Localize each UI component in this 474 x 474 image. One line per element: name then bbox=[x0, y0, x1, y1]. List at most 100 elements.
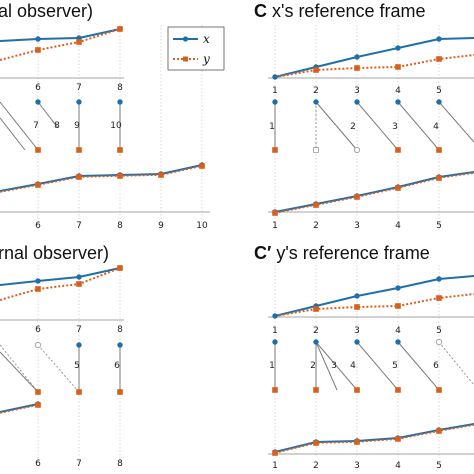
br-lower-y-point-3 bbox=[395, 436, 401, 442]
tr-upper-tick-4: 5 bbox=[436, 86, 442, 96]
panel-title-top-right: C x's reference frame bbox=[254, 1, 426, 21]
tl-upper-tick-1: 7 bbox=[76, 83, 82, 93]
bl-upper-y-point-2 bbox=[117, 265, 123, 271]
tr-link-6 bbox=[438, 101, 474, 143]
bl-lower-tick-2: 8 bbox=[117, 459, 123, 469]
br-align-y-0 bbox=[272, 387, 278, 393]
tr-align-x-1 bbox=[313, 99, 319, 105]
br-upper-y-point-3 bbox=[436, 295, 442, 301]
legend-box bbox=[167, 26, 225, 71]
br-pair-label-3: 4 bbox=[350, 361, 356, 371]
tr-link-4 bbox=[356, 101, 399, 151]
br-upper-x-point-0 bbox=[272, 313, 278, 319]
br-lower-y-point-1 bbox=[313, 440, 319, 446]
tr-align-x-3 bbox=[395, 99, 401, 105]
br-upper-tick-3: 4 bbox=[395, 326, 401, 336]
br-pair-label-5: 6 bbox=[433, 361, 439, 371]
bl-align-y-1 bbox=[76, 389, 82, 395]
pair-labels: 7 8 9 10 1 2 3 4 5 6 1 2 3 4 5 6 bbox=[33, 121, 439, 371]
tr-lower-tick-3: 4 bbox=[395, 221, 401, 231]
br-align-x-2 bbox=[354, 339, 360, 345]
bl-link-0 bbox=[0, 344, 39, 393]
br-pair-label-0: 1 bbox=[269, 361, 275, 371]
tl-upper-y-line bbox=[0, 28, 121, 61]
marker-layer bbox=[34, 26, 443, 456]
br-align-hollow-0 bbox=[435, 338, 443, 346]
panel-letter-c-prime: C′ bbox=[254, 243, 271, 263]
tr-lower-tick-4: 5 bbox=[436, 221, 442, 231]
alignment-links bbox=[0, 101, 474, 393]
br-upper-y-point-1 bbox=[354, 304, 360, 310]
tl-lower-tick-3: 9 bbox=[158, 221, 164, 231]
tr-upper-y-point-2 bbox=[395, 64, 401, 70]
tr-upper-x-line bbox=[274, 37, 474, 78]
tr-upper-x-point-4 bbox=[436, 36, 442, 42]
bl-align-hollow-0 bbox=[34, 341, 42, 349]
br-lower-x-line bbox=[274, 423, 474, 453]
br-link-6 bbox=[438, 341, 474, 386]
br-lower-tick-3: 4 bbox=[395, 461, 401, 471]
tl-align-y-0 bbox=[35, 147, 41, 153]
tr-lower-tick-2: 3 bbox=[354, 221, 360, 231]
tr-pair-label-2: 3 bbox=[392, 122, 398, 132]
legend-x-label: x bbox=[203, 32, 210, 46]
panel-letter-c: C bbox=[254, 1, 267, 21]
br-align-x-3 bbox=[395, 339, 401, 345]
br-lower-tick-4: 5 bbox=[436, 461, 442, 471]
tr-upper-tick-1: 2 bbox=[313, 86, 319, 96]
bl-align-y-0 bbox=[35, 389, 41, 395]
tl-lower-tick-1: 7 bbox=[76, 221, 82, 231]
bl-lower-y-point-0 bbox=[35, 402, 41, 408]
bl-upper-tick-1: 7 bbox=[76, 325, 82, 335]
panel-title-text-c-prime: y's reference frame bbox=[271, 243, 430, 263]
tr-upper-x-point-2 bbox=[354, 54, 360, 60]
tr-align-y-4 bbox=[436, 147, 442, 153]
tr-upper-x-point-3 bbox=[395, 45, 401, 51]
tr-pair-label-0: 1 bbox=[269, 122, 275, 132]
br-align-y-4 bbox=[436, 387, 442, 393]
bl-align-x-0 bbox=[76, 342, 82, 348]
br-upper-y-point-2 bbox=[395, 303, 401, 309]
br-align-y-3 bbox=[395, 387, 401, 393]
tl-upper-y-point-0 bbox=[35, 47, 41, 53]
br-upper-x-point-3 bbox=[395, 285, 401, 291]
tl-pair-label-3: 10 bbox=[110, 121, 122, 131]
tr-upper-y-point-0 bbox=[313, 67, 319, 73]
bl-link-2 bbox=[37, 344, 80, 393]
panel-title-bottom-right: C′ y's reference frame bbox=[254, 243, 430, 263]
br-link-2 bbox=[315, 341, 338, 391]
bl-align-y-2 bbox=[117, 389, 123, 395]
tl-upper-y-point-2 bbox=[117, 26, 123, 32]
series-layer bbox=[0, 28, 474, 454]
tr-align-y-2-hollow bbox=[353, 146, 361, 154]
tr-upper-y-point-1 bbox=[354, 65, 360, 71]
tr-lower-y-point-2 bbox=[354, 194, 360, 200]
br-link-5 bbox=[397, 341, 440, 391]
tr-align-y-3 bbox=[395, 147, 401, 153]
tr-upper-y-point-3 bbox=[436, 56, 442, 62]
br-lower-tick-0: 1 bbox=[272, 461, 278, 471]
br-pair-label-4: 5 bbox=[392, 361, 398, 371]
tl-link-4 bbox=[37, 101, 59, 129]
tl-lower-y-line bbox=[0, 165, 203, 193]
br-pair-label-1: 2 bbox=[310, 361, 316, 371]
tl-lower-y-point-0 bbox=[35, 182, 41, 188]
tl-upper-x-point-0 bbox=[35, 36, 41, 42]
tr-pair-label-1: 2 bbox=[350, 122, 356, 132]
tr-align-x-0 bbox=[272, 99, 278, 105]
tl-align-x-2 bbox=[117, 99, 123, 105]
bl-lower-tick-0: 6 bbox=[35, 459, 41, 469]
bl-align-x-1 bbox=[117, 342, 123, 348]
tr-lower-tick-1: 2 bbox=[313, 221, 319, 231]
panel-title-text-c: x's reference frame bbox=[267, 1, 426, 21]
tl-lower-tick-0: 6 bbox=[35, 221, 41, 231]
tr-link-5 bbox=[397, 101, 440, 151]
tr-upper-tick-3: 4 bbox=[395, 86, 401, 96]
tr-lower-y-point-1 bbox=[313, 202, 319, 208]
br-lower-y-point-4 bbox=[436, 428, 442, 434]
tl-lower-y-point-2 bbox=[117, 173, 123, 179]
tr-align-y-0 bbox=[272, 147, 278, 153]
br-upper-x-line bbox=[274, 275, 474, 317]
tr-align-x-2 bbox=[354, 99, 360, 105]
tl-lower-y-point-3 bbox=[158, 172, 164, 178]
